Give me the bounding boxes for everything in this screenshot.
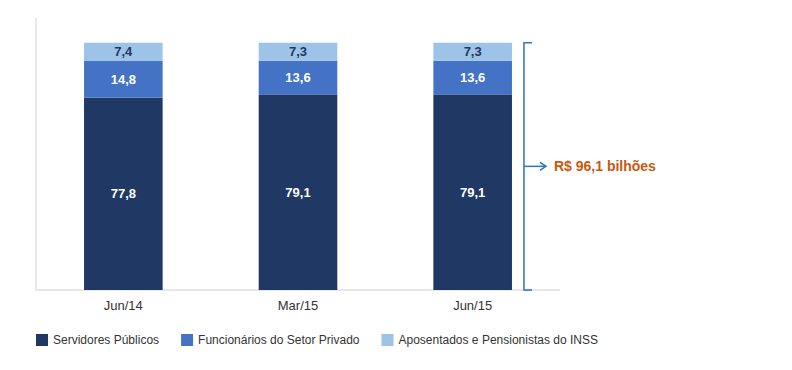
annotation: R$ 96,1 bilhões [554, 158, 656, 174]
legend-label: Funcionários do Setor Privado [198, 333, 360, 347]
data-label: 13,6 [460, 70, 485, 85]
legend-label: Servidores Públicos [53, 333, 159, 347]
bracket-arrow [524, 166, 546, 168]
bar-segment [433, 43, 512, 61]
bar-segment [259, 94, 338, 290]
bracket [524, 43, 546, 290]
data-label: 77,8 [111, 186, 136, 201]
data-label: 14,8 [111, 72, 136, 87]
chart: 77,8 14,8 7,4 79,1 13,6 7,3 79,1 13,6 7,3 Jun/14 M… [0, 0, 792, 370]
bar-segment [259, 61, 338, 95]
data-labels: 77,8 14,8 7,4 79,1 13,6 7,3 79,1 13,6 7,3 [111, 44, 486, 201]
legend-swatch [381, 334, 393, 346]
bar-segment [84, 61, 163, 98]
bar-segment [259, 43, 338, 61]
data-label: 7,3 [289, 44, 307, 59]
bars [84, 43, 512, 290]
data-label: 79,1 [285, 185, 310, 200]
bar-segment [433, 61, 512, 95]
legend-label: Aposentados e Pensionistas do INSS [398, 333, 597, 347]
data-label: 7,3 [464, 44, 482, 59]
x-tick-label: Mar/15 [278, 298, 318, 313]
bar-segment [433, 94, 512, 290]
x-tick-label: Jun/14 [104, 298, 143, 313]
y-axis-line [36, 18, 37, 290]
data-label: 13,6 [285, 70, 310, 85]
data-label: 7,4 [114, 44, 133, 59]
bar-segment [84, 98, 163, 290]
legend: Servidores Públicos Funcionários do Setor… [36, 333, 598, 347]
bar-segment [84, 43, 163, 61]
arrow-head [540, 162, 546, 170]
legend-swatch [36, 334, 48, 346]
legend-swatch [181, 334, 193, 346]
data-label: 79,1 [460, 185, 485, 200]
x-tick-label: Jun/15 [453, 298, 492, 313]
